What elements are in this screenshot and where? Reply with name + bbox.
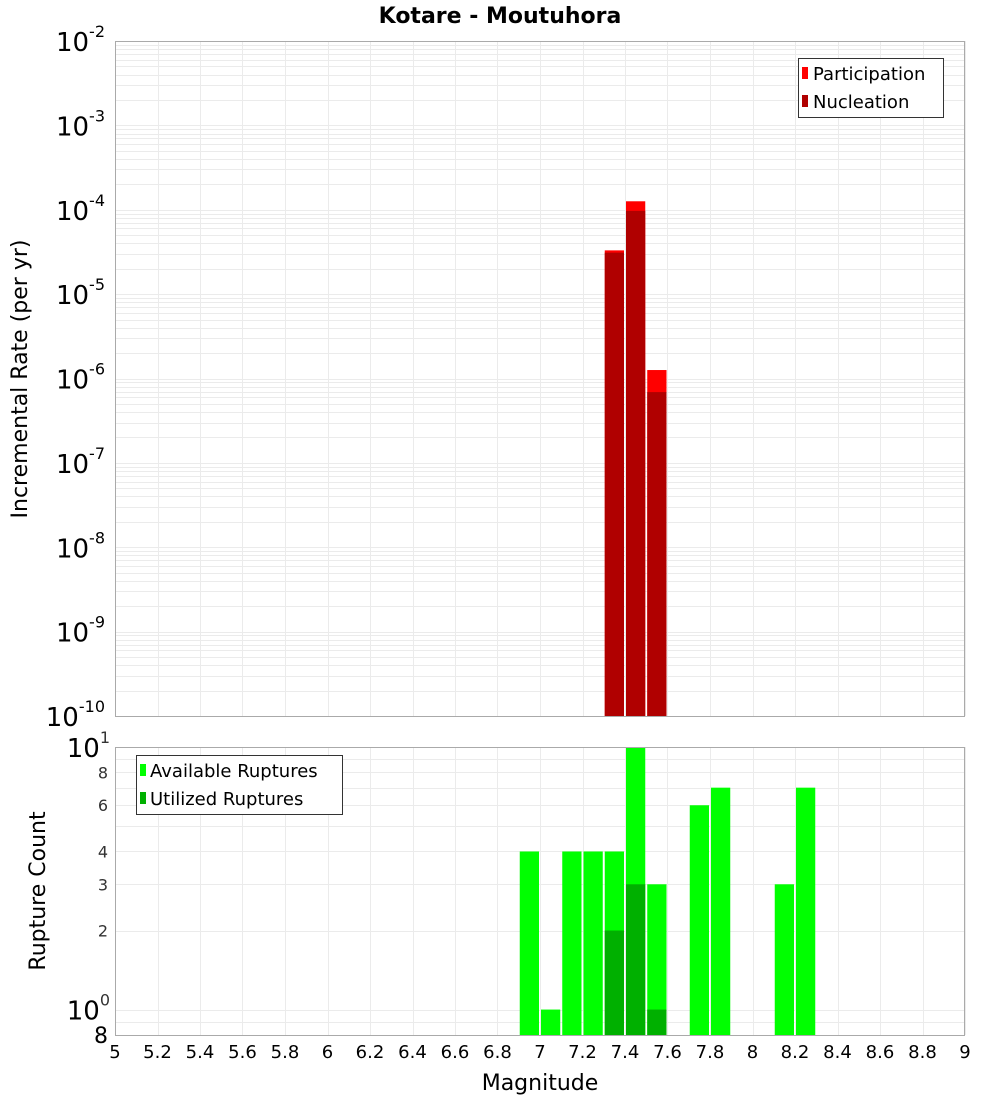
- x-tick-label: 5.4: [186, 1042, 215, 1063]
- legend-available-label: Available Ruptures: [150, 761, 318, 782]
- utilized-bar: [605, 931, 624, 1035]
- y-tick-label: 10-4: [56, 191, 105, 227]
- x-tick-label: 6.6: [441, 1042, 470, 1063]
- y-tick-label: 10-9: [56, 613, 105, 649]
- utilized-bar: [626, 884, 645, 1035]
- mfd-figure: Kotare - Moutuhora 10-210-310-410-510-61…: [0, 0, 1000, 1100]
- x-tick-label: 6: [322, 1042, 333, 1063]
- available-swatch-icon: [140, 764, 146, 776]
- available-bar: [584, 851, 603, 1035]
- nucleation-swatch-icon: [802, 95, 808, 107]
- y-tick-label: 8: [94, 1024, 108, 1049]
- x-tick-label: 8.8: [908, 1042, 937, 1063]
- x-tick-label: 6.4: [398, 1042, 427, 1063]
- nucleation-bar: [626, 211, 645, 716]
- x-tick-label: 7: [534, 1042, 545, 1063]
- top-plot-y-axis-title: Incremental Rate (per yr): [8, 240, 33, 519]
- y-tick-label: 10-10: [46, 697, 105, 733]
- legend-utilized-label: Utilized Ruptures: [150, 789, 303, 810]
- legend-nucleation-label: Nucleation: [813, 92, 909, 113]
- participation-swatch-icon: [802, 67, 808, 79]
- x-axis-title: Magnitude: [482, 1071, 599, 1096]
- x-tick-label: 8.4: [823, 1042, 852, 1063]
- y-tick-label: 3: [98, 875, 108, 894]
- available-bar: [711, 788, 730, 1035]
- nucleation-bar: [605, 253, 624, 716]
- x-tick-label: 6.2: [356, 1042, 385, 1063]
- rupture-count-plot: 101864321008 Rupture Count Available Rup…: [26, 728, 966, 1049]
- available-bar: [775, 884, 794, 1035]
- top-plot-bars: [605, 201, 667, 716]
- x-axis-ticks: 5 5.2 5.4 5.6 5.8 6 6.2 6.4 6.6 6.8 7 7.2 7.4 7.6 7.8 8…: [109, 1042, 970, 1063]
- x-tick-label: 6.8: [483, 1042, 512, 1063]
- utilized-swatch-icon: [140, 792, 146, 804]
- available-bar: [690, 805, 709, 1035]
- x-tick-label: 8.2: [781, 1042, 810, 1063]
- top-plot-y-ticks: 10-2 10-3 10-4 10-5 10-6 10-7 10-8 10-9 10-10: [46, 22, 105, 733]
- y-tick-label: 10-2: [56, 22, 105, 58]
- y-tick-label: 100: [67, 991, 110, 1027]
- y-tick-label: 10-3: [56, 106, 105, 142]
- top-plot-grid: [115, 41, 966, 717]
- y-tick-label: 4: [98, 842, 108, 861]
- x-tick-label: 8.6: [866, 1042, 895, 1063]
- x-tick-label: 7.8: [696, 1042, 725, 1063]
- x-tick-label: 8: [747, 1042, 758, 1063]
- x-tick-label: 9: [959, 1042, 970, 1063]
- x-tick-label: 5.2: [143, 1042, 172, 1063]
- available-bar: [520, 851, 539, 1035]
- y-tick-label: 2: [98, 922, 108, 941]
- x-tick-label: 7.2: [568, 1042, 597, 1063]
- y-tick-label: 101: [67, 728, 110, 764]
- nucleation-bar: [647, 392, 666, 716]
- y-tick-label: 10-5: [56, 275, 105, 311]
- x-tick-label: 7.4: [611, 1042, 640, 1063]
- chart-title: Kotare - Moutuhora: [379, 4, 622, 29]
- utilized-bar: [647, 1010, 666, 1035]
- available-bar: [541, 1010, 560, 1035]
- x-tick-label: 7.6: [653, 1042, 682, 1063]
- x-tick-label: 5.6: [228, 1042, 257, 1063]
- y-tick-label: 10-7: [56, 444, 105, 480]
- y-tick-label: 8: [98, 763, 108, 782]
- available-bar: [562, 851, 581, 1035]
- y-tick-label: 6: [98, 796, 108, 815]
- y-tick-label: 10-6: [56, 360, 105, 396]
- x-tick-label: 5.8: [271, 1042, 300, 1063]
- incremental-rate-plot: 10-2 10-3 10-4 10-5 10-6 10-7 10-8 10-9 10-10 In…: [8, 22, 966, 733]
- top-plot-legend: Participation Nucleation: [799, 59, 944, 118]
- available-bar: [796, 788, 815, 1035]
- figure-canvas: Kotare - Moutuhora 10-210-310-410-510-61…: [0, 0, 1000, 1100]
- x-tick-label: 5: [109, 1042, 120, 1063]
- y-tick-label: 10-8: [56, 528, 105, 564]
- legend-participation-label: Participation: [813, 64, 925, 85]
- bottom-plot-legend: Available Ruptures Utilized Ruptures: [137, 756, 343, 815]
- bottom-plot-y-ticks: 101864321008: [67, 728, 110, 1049]
- bottom-plot-y-axis-title: Rupture Count: [26, 811, 51, 971]
